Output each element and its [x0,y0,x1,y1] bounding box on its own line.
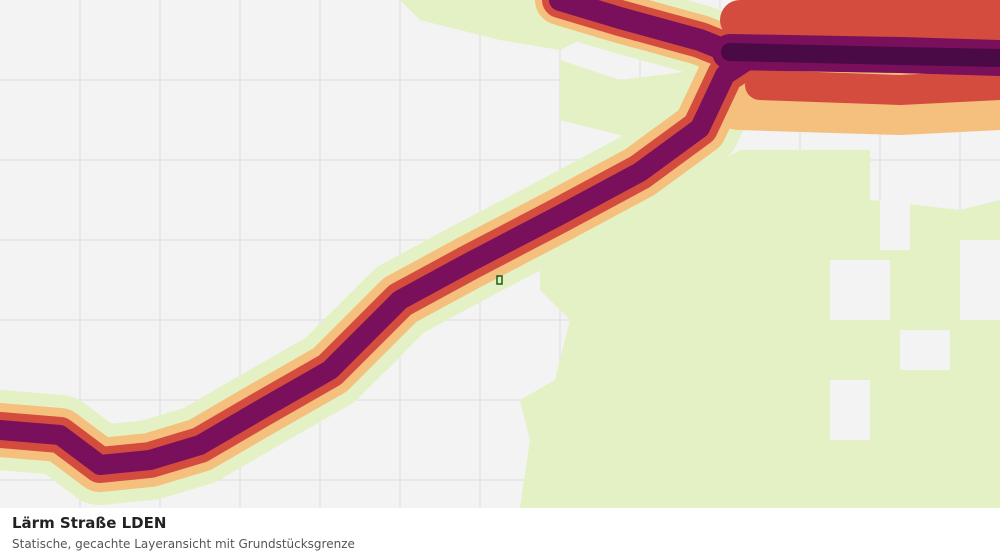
map-subtitle: Statische, gecachte Layeransicht mit Gru… [12,537,355,551]
road-noise [0,0,1000,505]
map-title: Lärm Straße LDEN [12,514,167,532]
clearings [830,200,1000,440]
caption-bar: Lärm Straße LDEN Statische, gecachte Lay… [0,508,1000,560]
map [0,0,1000,508]
parcel-boundary [496,275,503,285]
